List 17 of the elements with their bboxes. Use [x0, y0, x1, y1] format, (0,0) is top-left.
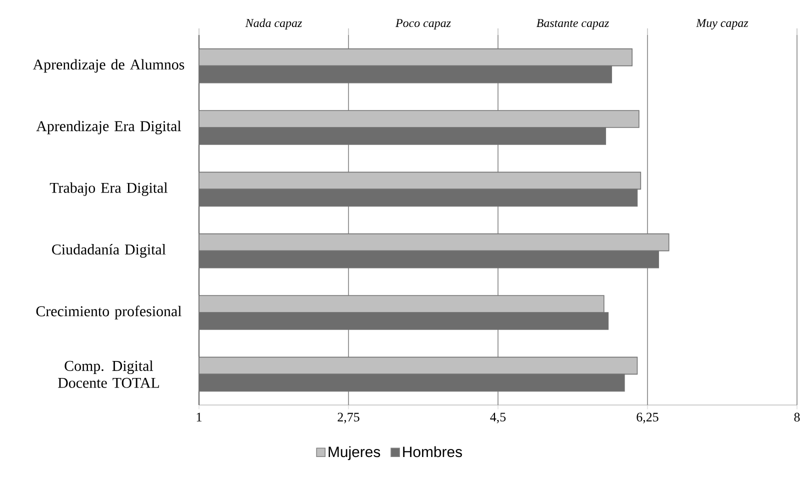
y-tick-label: Aprendizaje de Alumnos	[32, 59, 184, 73]
y-tick-label: Crecimiento profesional	[36, 306, 182, 320]
x-tick-label: 1	[196, 412, 202, 422]
legend-label: Hombres	[403, 446, 462, 458]
text: Poco capaz	[395, 19, 451, 30]
text: Nada capaz	[245, 18, 302, 30]
text: Muy capaz	[696, 19, 748, 30]
y-tick-label: Aprendizaje Era Digital	[36, 120, 182, 134]
x-tick-label: 6,25	[636, 412, 658, 424]
x-tick-label: 8	[794, 412, 800, 422]
x-tick-label: 2,75	[338, 412, 360, 424]
y-tick-label: Ciudadanía Digital	[52, 244, 166, 258]
x-tick-label: 4,5	[490, 412, 506, 424]
y-tick-label: Trabajo Era Digital	[50, 182, 168, 196]
text: Bastante capaz	[536, 19, 609, 30]
y-tick-label: Comp. Digital Docente TOTAL	[58, 360, 159, 388]
legend-label: Mujeres	[328, 446, 380, 460]
